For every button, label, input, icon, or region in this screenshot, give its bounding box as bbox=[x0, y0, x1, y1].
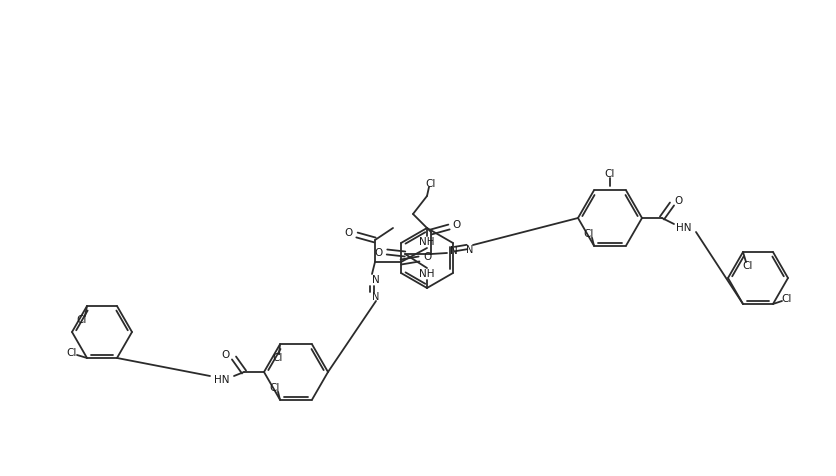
Text: N: N bbox=[466, 245, 473, 255]
Text: Cl: Cl bbox=[426, 179, 436, 189]
Text: N: N bbox=[372, 292, 380, 302]
Text: O: O bbox=[344, 228, 353, 238]
Text: NH: NH bbox=[419, 237, 434, 247]
Text: NH: NH bbox=[419, 269, 434, 279]
Text: Cl: Cl bbox=[67, 348, 77, 358]
Text: Cl: Cl bbox=[781, 294, 791, 304]
Text: O: O bbox=[423, 252, 431, 262]
Text: N: N bbox=[372, 275, 380, 285]
Text: Cl: Cl bbox=[77, 315, 87, 325]
Text: Cl: Cl bbox=[742, 261, 752, 271]
Text: HN: HN bbox=[675, 223, 691, 233]
Text: O: O bbox=[452, 220, 461, 230]
Text: HN: HN bbox=[214, 375, 229, 385]
Text: O: O bbox=[222, 350, 230, 360]
Text: O: O bbox=[375, 248, 383, 258]
Text: O: O bbox=[674, 196, 682, 206]
Text: Cl: Cl bbox=[584, 228, 594, 238]
Text: N: N bbox=[450, 246, 457, 256]
Text: Cl: Cl bbox=[269, 383, 280, 393]
Text: Cl: Cl bbox=[604, 169, 614, 179]
Text: Cl: Cl bbox=[273, 353, 283, 363]
